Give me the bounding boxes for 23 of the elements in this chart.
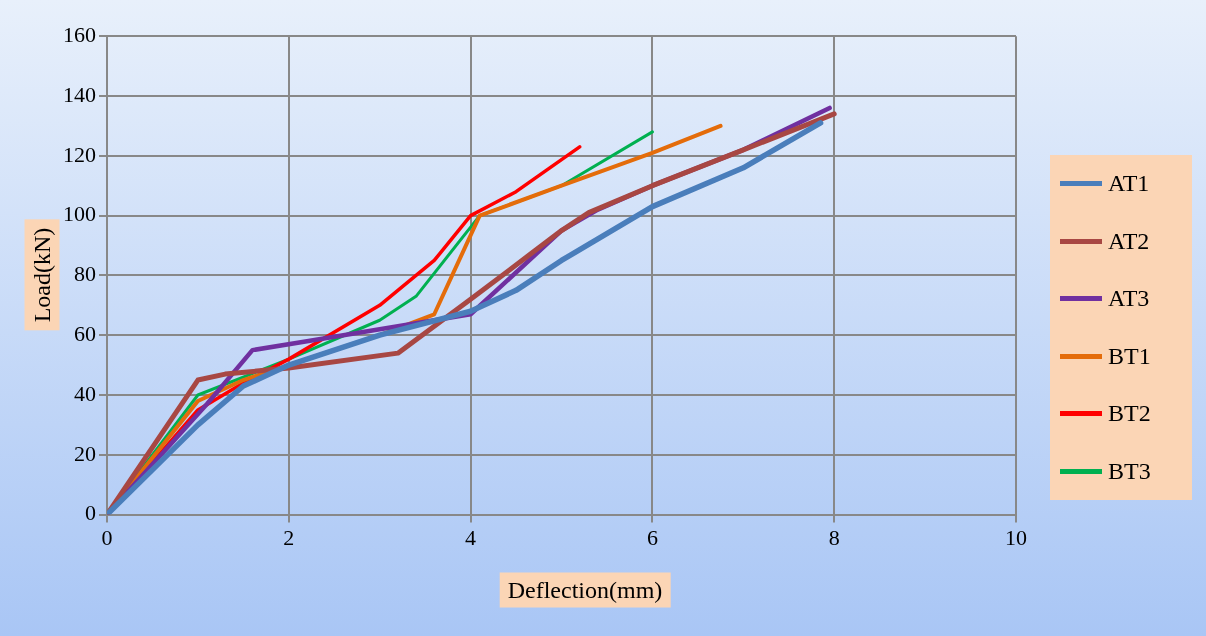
- x-tick-label: 2: [283, 524, 295, 550]
- legend-label: BT1: [1107, 342, 1152, 370]
- x-tick-label: 8: [828, 524, 840, 550]
- legend-label: BT3: [1107, 457, 1152, 485]
- y-tick-label: 80: [74, 261, 96, 287]
- x-tick-label: 10: [1005, 524, 1027, 550]
- y-tick-label: 20: [74, 440, 96, 466]
- y-tick-label: 60: [74, 320, 96, 346]
- y-axis-title: Load(kN): [24, 219, 60, 331]
- y-tick-label: 120: [63, 141, 96, 167]
- x-tick-label: 6: [646, 524, 658, 550]
- y-tick-label: 160: [63, 21, 96, 47]
- x-tick-label: 0: [101, 524, 113, 550]
- x-tick-label: 4: [465, 524, 477, 550]
- legend-label: BT2: [1107, 400, 1152, 428]
- y-tick-label: 0: [85, 500, 96, 526]
- legend-label: AT3: [1107, 285, 1151, 313]
- x-axis-title: Deflection(mm): [499, 572, 671, 608]
- legend-label: AT1: [1107, 170, 1151, 198]
- y-tick-label: 140: [63, 81, 96, 107]
- legend-label: AT2: [1107, 227, 1151, 255]
- y-tick-label: 40: [74, 380, 96, 406]
- y-tick-label: 100: [63, 201, 96, 227]
